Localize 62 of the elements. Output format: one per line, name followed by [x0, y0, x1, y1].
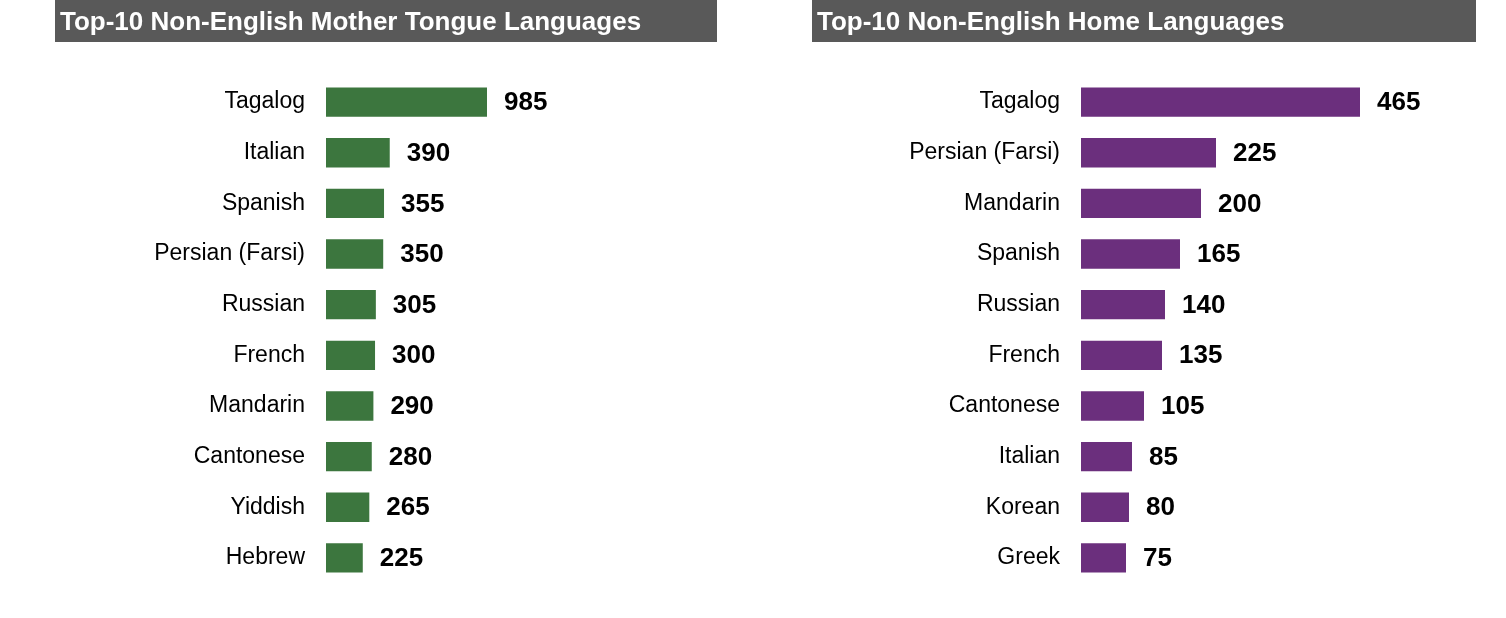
data-label: 105 [1161, 390, 1205, 421]
bar [1081, 340, 1162, 371]
bar [326, 441, 372, 472]
y-tick-label: Spanish [221, 188, 305, 215]
bar [1081, 492, 1129, 522]
data-label: 225 [1233, 136, 1277, 167]
y-tick-label: Korean [985, 492, 1060, 519]
y-tick-label: Spanish [976, 239, 1060, 266]
chart-title: Top-10 Non-English Mother Tongue Languages [60, 6, 642, 36]
bar [326, 492, 370, 522]
bar [326, 340, 376, 371]
y-tick-label: Hebrew [225, 543, 306, 570]
data-label: 280 [388, 440, 433, 471]
y-tick-label: French [233, 340, 305, 367]
data-label: 265 [386, 491, 430, 522]
bar [1081, 87, 1360, 117]
data-label: 165 [1197, 238, 1241, 269]
bar [326, 87, 487, 117]
y-tick-label: French [988, 340, 1060, 367]
bar [326, 188, 385, 219]
data-label: 465 [1377, 86, 1421, 117]
y-tick-label: Yiddish [230, 492, 305, 519]
y-tick-label: Russian [221, 290, 305, 317]
data-label: 300 [392, 339, 436, 370]
bar [326, 138, 390, 168]
y-tick-label: Tagalog [224, 87, 305, 114]
data-label: 75 [1143, 542, 1172, 573]
bar [1081, 543, 1126, 573]
data-label: 355 [401, 187, 445, 218]
y-tick-label: Cantonese [193, 441, 305, 468]
y-tick-label: Cantonese [948, 391, 1060, 418]
y-tick-label: Russian [976, 290, 1060, 317]
data-label: 85 [1149, 440, 1178, 471]
data-label: 305 [392, 288, 437, 319]
bar [326, 289, 376, 320]
y-tick-label: Mandarin [964, 188, 1060, 215]
data-label: 390 [406, 136, 451, 167]
y-tick-label: Tagalog [979, 87, 1060, 114]
y-tick-label: Italian [998, 441, 1060, 468]
y-tick-label: Mandarin [209, 391, 305, 418]
bar [1081, 391, 1144, 421]
data-label: 985 [504, 86, 548, 117]
y-tick-label: Persian (Farsi) [909, 138, 1060, 165]
data-label: 135 [1179, 339, 1223, 370]
y-tick-label: Persian (Farsi) [154, 239, 305, 266]
y-tick-label: Greek [997, 543, 1061, 570]
data-label: 200 [1218, 187, 1262, 218]
data-label: 140 [1182, 288, 1226, 319]
bar [1081, 441, 1132, 472]
data-label: 290 [390, 390, 434, 421]
y-tick-label: Italian [243, 138, 305, 165]
data-label: 225 [379, 542, 424, 573]
bar [326, 543, 363, 573]
chart-title: Top-10 Non-English Home Languages [817, 6, 1285, 36]
bar [1081, 138, 1216, 168]
bar [1081, 188, 1201, 219]
data-label: 80 [1146, 491, 1175, 522]
bar [326, 239, 384, 269]
bar [1081, 289, 1165, 320]
data-label: 350 [400, 238, 444, 269]
bar [1081, 239, 1180, 269]
bar [326, 391, 374, 421]
